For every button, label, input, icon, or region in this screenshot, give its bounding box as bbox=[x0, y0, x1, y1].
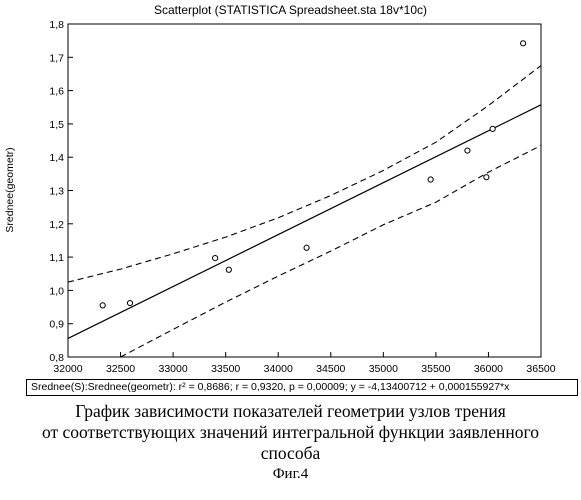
y-tick-label: 1,7 bbox=[49, 52, 64, 64]
figure-caption-line-1: График зависимости показателей геометрии… bbox=[0, 401, 581, 422]
data-points-layer bbox=[100, 41, 526, 308]
data-point bbox=[490, 126, 495, 131]
y-tick-label: 1,2 bbox=[49, 219, 64, 231]
confidence-band-lower bbox=[121, 146, 541, 358]
data-point bbox=[100, 303, 105, 308]
data-point bbox=[465, 148, 470, 153]
regression-line-layer bbox=[68, 105, 541, 339]
y-tick-label: 1,1 bbox=[49, 252, 64, 264]
x-tick-label: 33500 bbox=[211, 363, 240, 375]
x-tick-label: 36500 bbox=[526, 363, 555, 375]
y-tick-label: 1,5 bbox=[49, 119, 64, 131]
x-tick-label: 36000 bbox=[474, 363, 503, 375]
data-point bbox=[213, 255, 218, 260]
x-tick-label: 32000 bbox=[53, 363, 82, 375]
figure-label: Фиг.4 bbox=[0, 466, 581, 483]
x-tick-label: 34500 bbox=[316, 363, 345, 375]
plot-frame bbox=[68, 24, 541, 357]
figure-caption-line-3: способа bbox=[0, 443, 581, 464]
x-tick-label: 32500 bbox=[106, 363, 135, 375]
data-point bbox=[226, 267, 231, 272]
scatter-plot: 32000 32500 33000 33500 34000 34500 35000 35500… bbox=[0, 0, 581, 378]
x-tick-label: 35500 bbox=[421, 363, 450, 375]
y-tick-label: 0,8 bbox=[49, 352, 64, 364]
data-point bbox=[484, 175, 489, 180]
y-tick-label: 1,8 bbox=[49, 19, 64, 31]
y-tick-label: 1,3 bbox=[49, 186, 64, 198]
regression-stats-box: Srednee(S):Srednee(geometr): r² = 0,8686… bbox=[26, 379, 578, 396]
y-axis-label: Srednee(geometr) bbox=[4, 147, 16, 232]
y-tick-label: 1,0 bbox=[49, 285, 64, 297]
y-tick-label: 1,4 bbox=[49, 152, 64, 164]
confidence-band-layer bbox=[68, 66, 541, 357]
x-tick-label: 33000 bbox=[159, 363, 188, 375]
data-point bbox=[521, 41, 526, 46]
y-tick-label: 1,6 bbox=[49, 86, 64, 98]
x-tick-label: 34000 bbox=[264, 363, 293, 375]
regression-line bbox=[68, 105, 541, 339]
y-tick-label: 0,9 bbox=[49, 319, 64, 331]
data-point bbox=[428, 177, 433, 182]
figure-caption-line-2: от соответствующих значений интегральной… bbox=[0, 422, 581, 443]
data-point bbox=[127, 300, 132, 305]
x-tick-label: 35000 bbox=[369, 363, 398, 375]
axes-layer: 32000 32500 33000 33500 34000 34500 35000 35500… bbox=[49, 19, 555, 375]
data-point bbox=[304, 245, 309, 250]
regression-stats-text: Srednee(S):Srednee(geometr): r² = 0,8686… bbox=[31, 381, 509, 393]
